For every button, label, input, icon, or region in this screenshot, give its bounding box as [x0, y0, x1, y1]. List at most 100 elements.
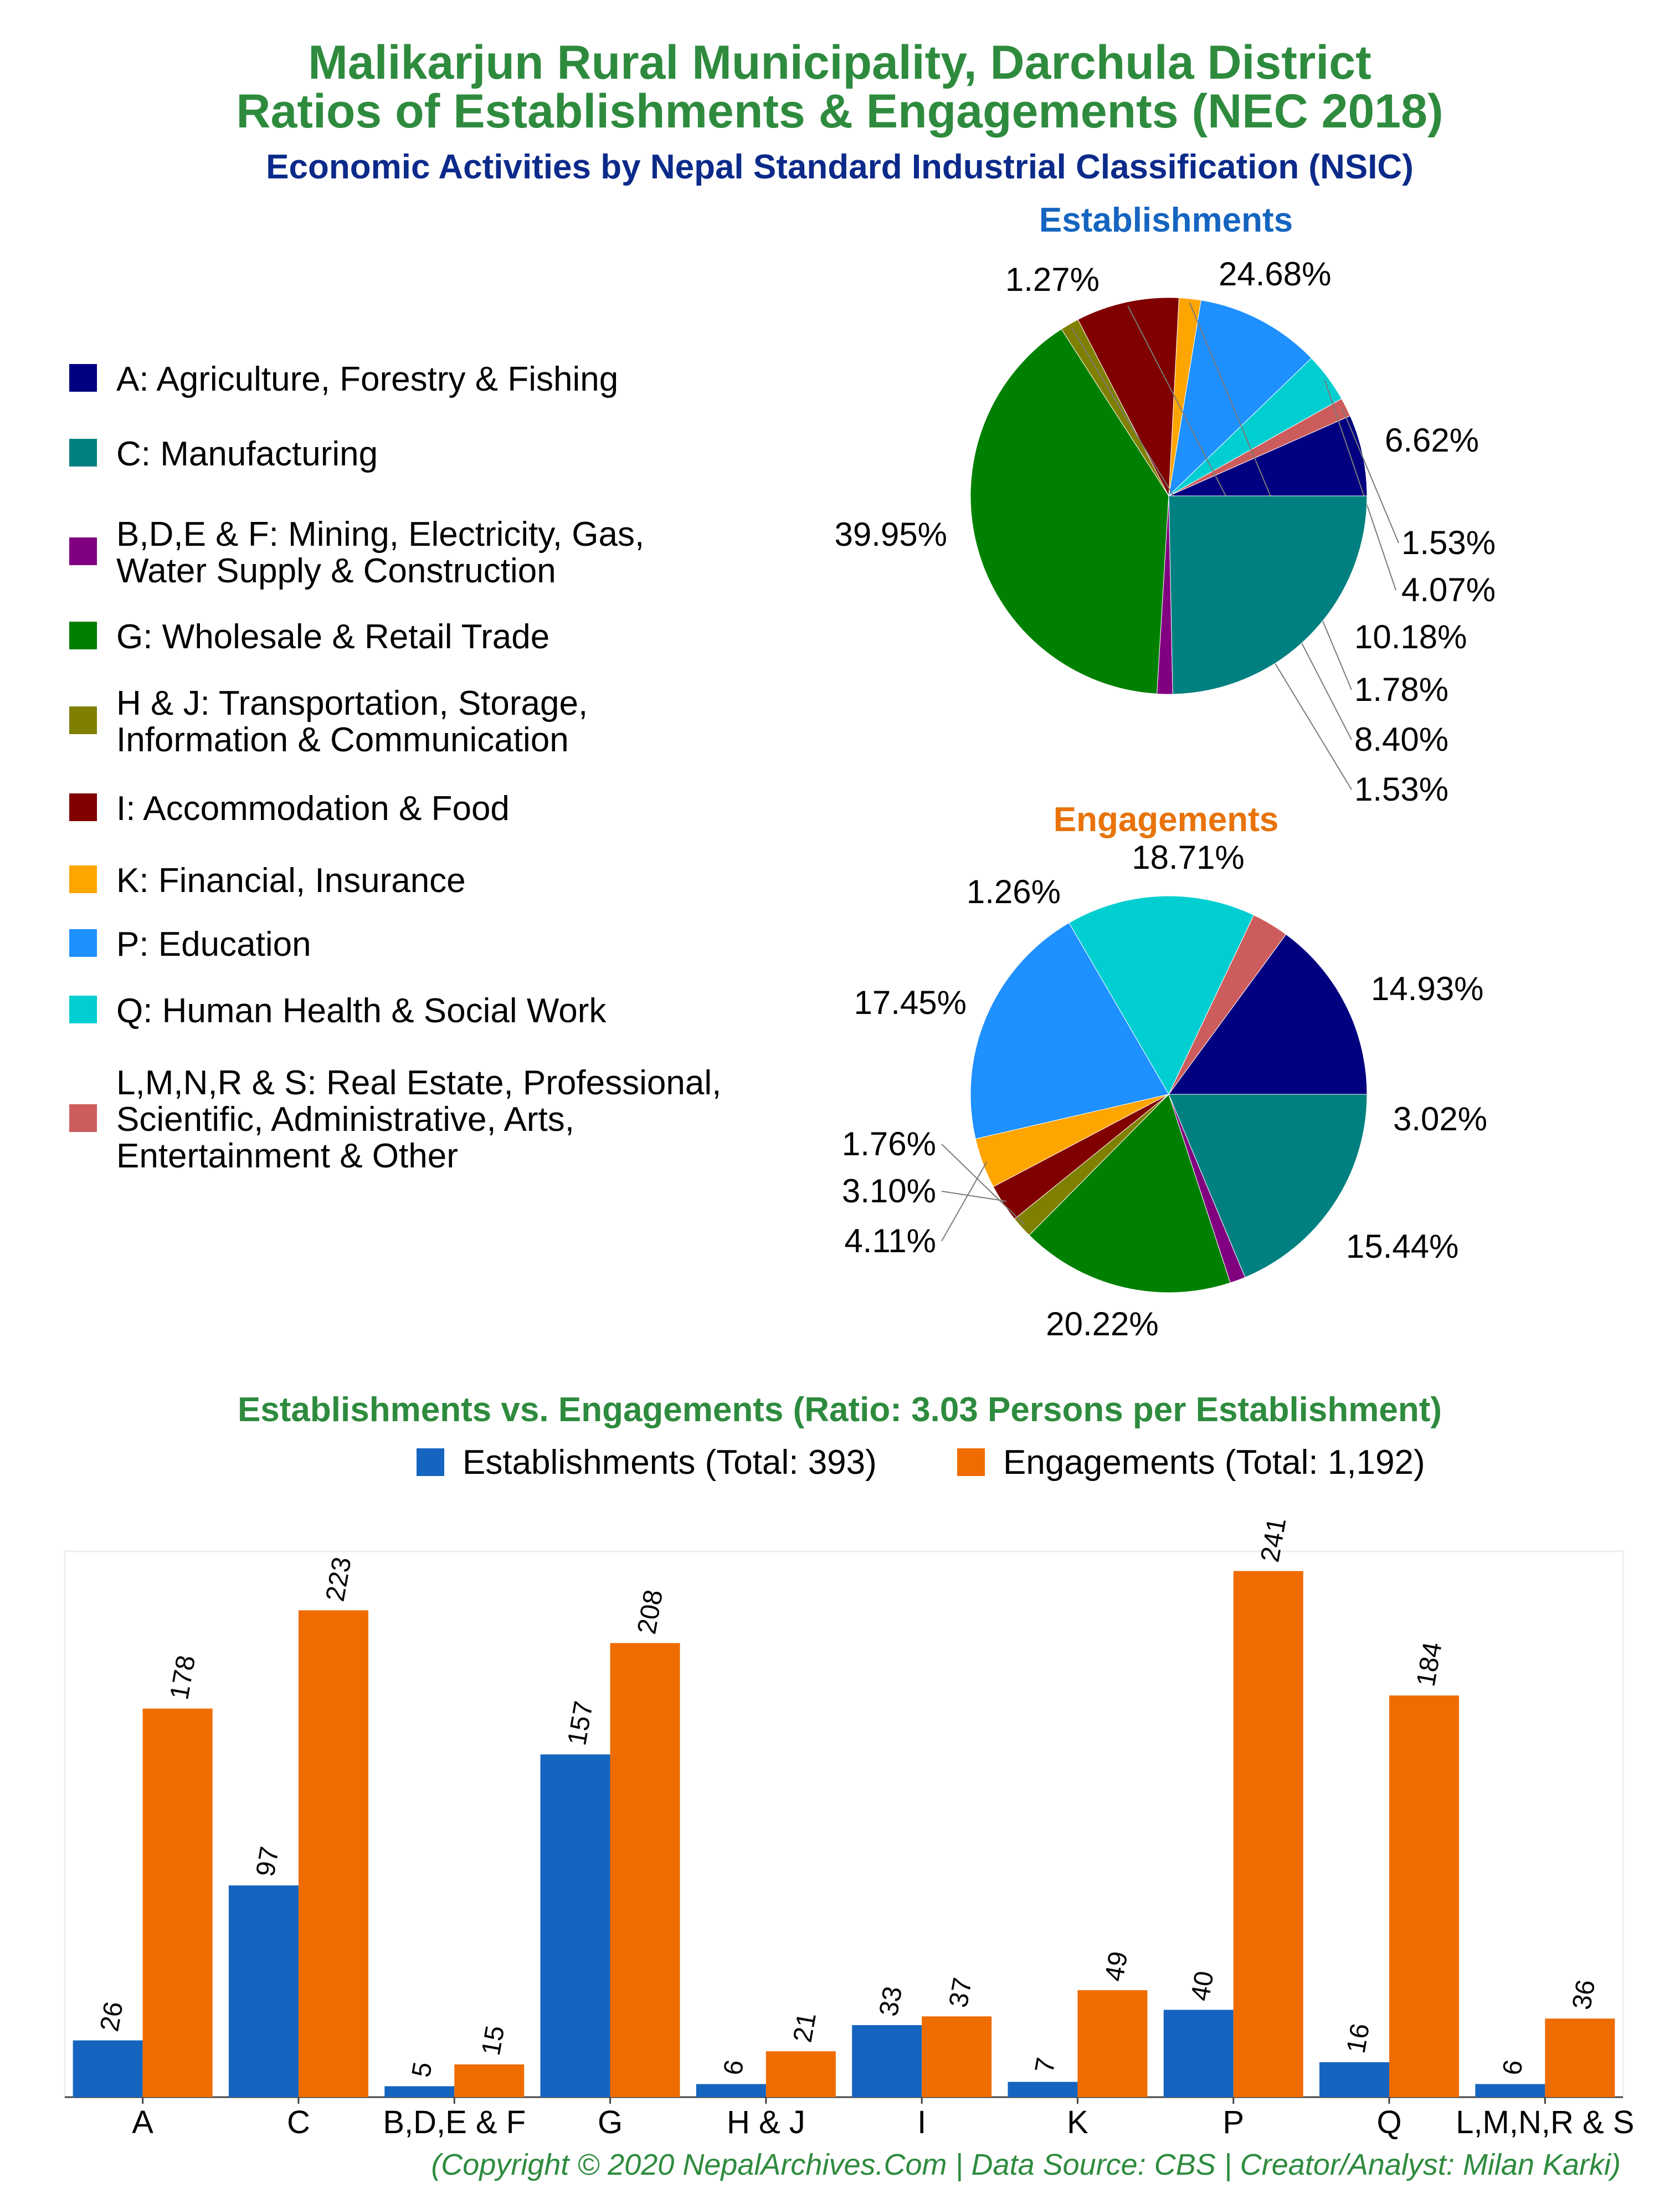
bar-value-label: 26	[95, 2000, 129, 2034]
legend-swatch-c	[69, 439, 97, 467]
pie-label-c: 18.71%	[1132, 839, 1245, 876]
legend-swatch-hj	[69, 706, 97, 734]
legend-swatch-lmnrs	[69, 1104, 97, 1132]
legend-label-lmnrs: Entertainment & Other	[116, 1137, 458, 1175]
bar-value-label: 37	[944, 1975, 978, 2010]
x-tick-label: H & J	[727, 2104, 805, 2140]
bar-legend-label-establishments: Establishments (Total: 393)	[463, 1443, 877, 1482]
bar-establishments	[1163, 2010, 1234, 2097]
pie-label-q: 15.44%	[1346, 1228, 1459, 1265]
legend-label-c: C: Manufacturing	[116, 435, 378, 473]
bar-value-label: 16	[1342, 2021, 1375, 2056]
bar-value-label: 33	[874, 1984, 908, 2018]
bar-establishments	[1319, 2062, 1390, 2097]
bar-value-label: 5	[407, 2060, 438, 2080]
bar-establishments	[228, 1885, 299, 2097]
legend-swatch-a	[69, 364, 97, 392]
bar-value-label: 178	[165, 1653, 201, 1702]
legend-swatch-p	[69, 929, 97, 957]
legend-swatch-k	[69, 865, 97, 893]
bar-chart-title: Establishments vs. Engagements (Ratio: 3…	[238, 1391, 1442, 1429]
legend-label-k: K: Financial, Insurance	[116, 862, 466, 900]
pie-label-c: 24.68%	[1219, 255, 1332, 293]
pie-slice-i	[1077, 297, 1180, 497]
x-tick-label: I	[917, 2104, 926, 2140]
bar-value-label: 7	[1030, 2056, 1061, 2076]
x-tick-label: B,D,E & F	[383, 2104, 526, 2140]
legend-label-bdef: B,D,E & F: Mining, Electricity, Gas,	[116, 515, 644, 554]
legend-label-g: G: Wholesale & Retail Trade	[116, 618, 549, 656]
x-tick-label: Q	[1376, 2104, 1401, 2140]
title-line2: Ratios of Establishments & Engagements (…	[236, 85, 1443, 138]
pie-label-a: 14.93%	[1371, 970, 1484, 1007]
x-tick-label: L,M,N,R & S	[1456, 2104, 1634, 2140]
pie-label-bdef: 1.27%	[1005, 261, 1100, 298]
bar-establishments	[696, 2084, 766, 2097]
pie-leader-line	[1324, 380, 1396, 591]
bar-value-label: 208	[632, 1587, 669, 1636]
bar-engagements	[1077, 1990, 1148, 2097]
pie-slice-g	[970, 329, 1169, 694]
legend-label-bdef: Water Supply & Construction	[116, 552, 556, 590]
legend-label-a: A: Agriculture, Forestry & Fishing	[116, 360, 618, 398]
bar-engagements	[454, 2064, 525, 2097]
bar-chart: 26 178 A 97 223 C 5 15 B,D,E & F 157 208 G 6 21 H & J 3…	[65, 1515, 1634, 2140]
bar-legend-swatch-establishments	[417, 1448, 444, 1476]
bar-value-label: 21	[788, 2010, 821, 2045]
pie-slice-p	[1168, 300, 1312, 497]
bar-engagements	[1233, 1571, 1303, 2097]
legend-label-i: I: Accommodation & Food	[116, 790, 510, 828]
pie-leader-line	[941, 1191, 1007, 1202]
pie-leader-line	[1342, 408, 1399, 544]
legend-label-p: P: Education	[116, 925, 311, 964]
pie-leader-line	[941, 1161, 988, 1242]
legend-swatch-q	[69, 996, 97, 1023]
bar-establishments	[73, 2040, 143, 2097]
legend-swatch-bdef	[69, 537, 97, 565]
x-tick-label: K	[1067, 2104, 1088, 2140]
pie-label-bdef: 1.26%	[967, 873, 1061, 910]
bar-value-label: 97	[251, 1844, 285, 1879]
bar-engagements	[142, 1708, 213, 2097]
legend-label-lmnrs: L,M,N,R & S: Real Estate, Professional,	[116, 1064, 721, 1102]
pie-slice-c	[1168, 495, 1368, 695]
establishments-pie: 6.62% 1.53% 4.07% 10.18% 1.78% 8.40% 1.53% 39.9…	[835, 255, 1496, 808]
engagements-pie: 14.93% 3.02% 15.44% 20.22% 4.11% 3.10% 1.76% 17…	[842, 839, 1487, 1343]
pie-leader-line	[941, 1144, 1025, 1226]
bar-engagements	[922, 2016, 992, 2097]
pie-label-k: 1.78%	[1354, 671, 1448, 708]
pie-label-g: 39.95%	[835, 516, 948, 553]
bar-value-label: 184	[1411, 1640, 1448, 1689]
legend-swatch-g	[69, 622, 97, 649]
footer-credit: (Copyright © 2020 NepalArchives.Com | Da…	[431, 2148, 1621, 2181]
bar-value-label: 40	[1185, 1969, 1219, 2004]
legend-label-lmnrs: Scientific, Administrative, Arts,	[116, 1100, 574, 1139]
pie-slice-g	[1029, 1094, 1231, 1293]
bar-establishments	[852, 2025, 922, 2097]
pie-label-a: 6.62%	[1385, 422, 1479, 459]
legend-label-hj: Information & Communication	[116, 721, 569, 759]
legend-label-hj: H & J: Transportation, Storage,	[116, 684, 588, 723]
bar-engagements	[765, 2051, 836, 2097]
pie-label-hj: 1.76%	[842, 1125, 936, 1162]
pie-slice-a	[1168, 934, 1368, 1095]
bar-establishments	[1475, 2084, 1545, 2097]
category-legend: A: Agriculture, Forestry & Fishing C: Man…	[69, 360, 721, 1175]
pie-slice-p	[970, 922, 1169, 1140]
legend-swatch-i	[69, 793, 97, 821]
bar-legend: Establishments (Total: 393) Engagements …	[417, 1443, 1425, 1482]
title-line1: Malikarjun Rural Municipality, Darchula …	[308, 36, 1371, 89]
bar-value-label: 223	[321, 1555, 357, 1603]
pie-label-k: 4.11%	[844, 1222, 936, 1259]
pie-label-p: 20.22%	[1046, 1305, 1159, 1343]
subtitle: Economic Activities by Nepal Standard In…	[266, 148, 1414, 186]
bar-value-label: 241	[1255, 1515, 1292, 1564]
bar-engagements	[610, 1643, 680, 2097]
bar-value-label: 6	[718, 2058, 749, 2078]
bar-value-label: 15	[476, 2023, 510, 2058]
bar-value-label: 36	[1567, 1977, 1601, 2012]
bar-engagements	[1545, 2018, 1615, 2097]
bar-establishments	[1008, 2082, 1078, 2097]
legend-label-q: Q: Human Health & Social Work	[116, 992, 607, 1030]
pie-label-lmnrs: 3.02%	[1393, 1100, 1487, 1138]
